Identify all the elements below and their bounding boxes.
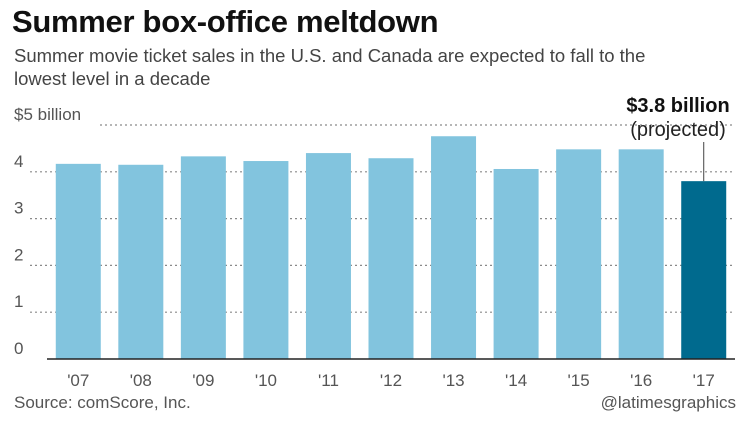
- x-tick-label: '13: [442, 371, 464, 390]
- chart-title: Summer box-office meltdown: [12, 4, 439, 39]
- x-tick-label: '16: [630, 371, 652, 390]
- y-tick-label: 4: [14, 152, 23, 171]
- bar: [55, 163, 101, 359]
- x-tick-label: '07: [67, 371, 89, 390]
- y-tick-label: 0: [14, 339, 23, 358]
- chart-subtitle: Summer movie ticket sales in the U.S. an…: [14, 45, 646, 89]
- x-tick-label: '12: [380, 371, 402, 390]
- bar: [305, 153, 351, 359]
- x-tick-label: '17: [693, 371, 715, 390]
- x-tick-label: '11: [318, 371, 339, 390]
- y-tick-label: 2: [14, 245, 23, 264]
- x-tick-label: '14: [505, 371, 527, 390]
- source-note: Source: comScore, Inc.: [14, 393, 191, 412]
- bar: [493, 168, 539, 359]
- gridlines: [30, 124, 735, 313]
- bar: [243, 161, 289, 359]
- x-tick-label: '09: [192, 371, 214, 390]
- x-tick-labels: '07 '08 '09 '10 '11 '12 '13 '14 '15 '16 '17: [67, 371, 715, 390]
- bar-highlight: [681, 181, 727, 359]
- annotation-value: $3.8 billion: [626, 95, 729, 117]
- bar: [618, 149, 664, 359]
- annotation-note: (projected): [630, 119, 726, 141]
- bars: [55, 136, 727, 359]
- x-tick-label: '15: [568, 371, 590, 390]
- y-tick-labels: 0 1 2 3 4 $5 billion: [14, 105, 81, 358]
- bar: [431, 136, 477, 359]
- y-tick-label: 3: [14, 199, 23, 218]
- bar: [118, 164, 164, 359]
- bar: [368, 158, 414, 359]
- bar: [556, 149, 602, 359]
- x-tick-label: '08: [130, 371, 152, 390]
- y-tick-label: 1: [14, 292, 23, 311]
- graphics-credit: @latimesgraphics: [600, 393, 736, 412]
- y-tick-label: $5 billion: [14, 105, 81, 124]
- x-tick-label: '10: [255, 371, 277, 390]
- bar: [180, 156, 226, 359]
